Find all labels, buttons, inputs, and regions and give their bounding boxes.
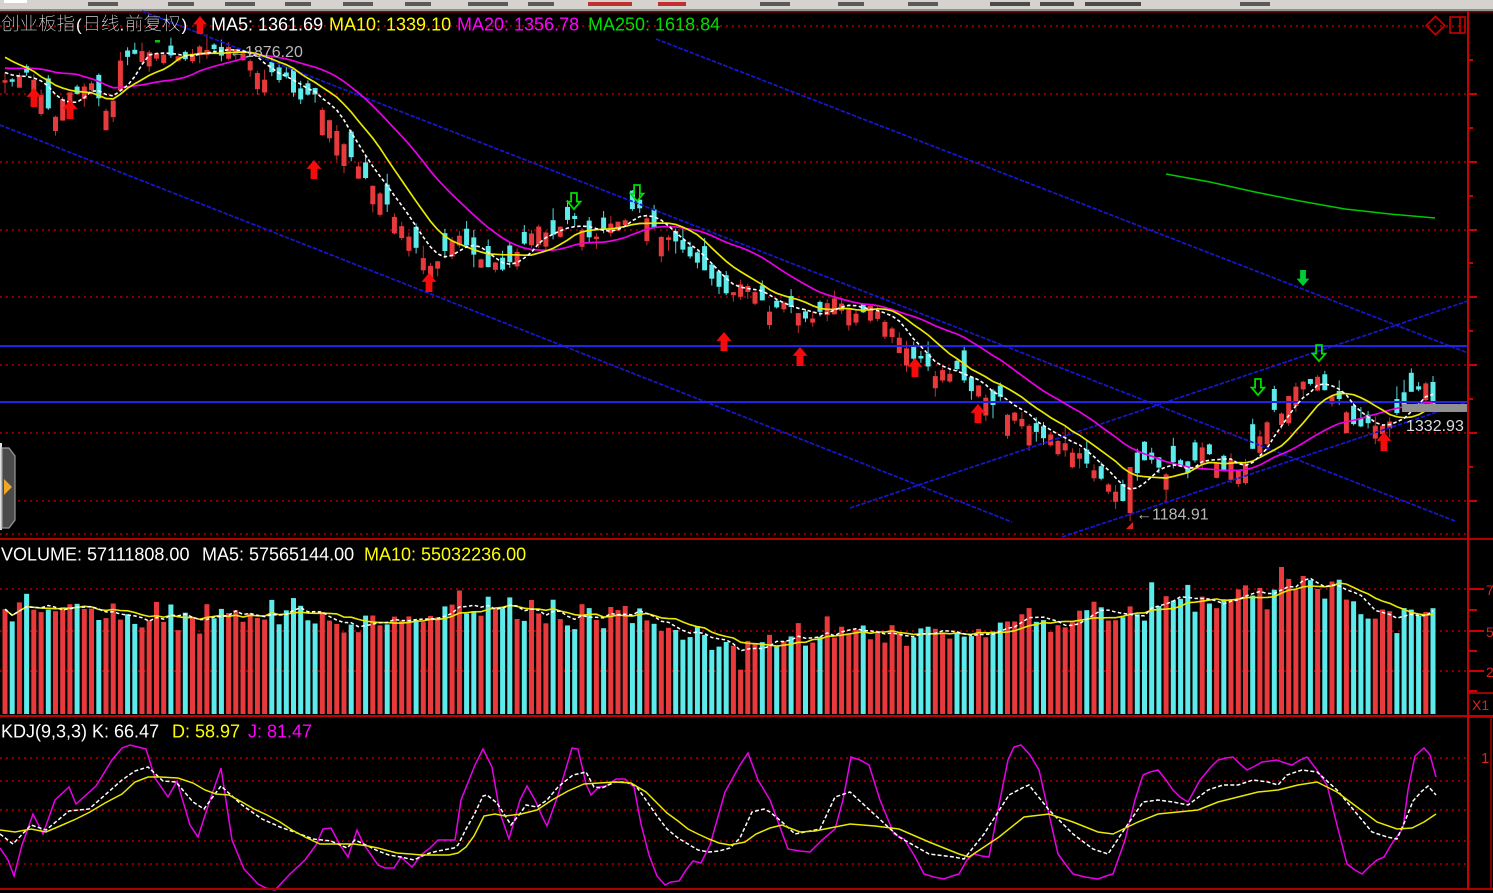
svg-text:5: 5 bbox=[1486, 624, 1493, 640]
svg-text:MA10: 1339.10: MA10: 1339.10 bbox=[329, 15, 451, 35]
svg-text:(: ( bbox=[76, 16, 82, 35]
svg-text:←1184.91: ←1184.91 bbox=[1136, 507, 1209, 524]
svg-text:.: . bbox=[120, 16, 125, 35]
svg-text:D: 58.97: D: 58.97 bbox=[172, 722, 240, 742]
svg-text:1: 1 bbox=[1481, 750, 1489, 767]
svg-text:2: 2 bbox=[1486, 664, 1493, 680]
svg-text:): ) bbox=[182, 16, 188, 35]
svg-text:MA20: 1356.78: MA20: 1356.78 bbox=[457, 15, 579, 35]
svg-text:KDJ(9,3,3) K: 66.47: KDJ(9,3,3) K: 66.47 bbox=[1, 722, 159, 742]
svg-text:MA5: 1361.69: MA5: 1361.69 bbox=[211, 15, 323, 35]
svg-text:MA250: 1618.84: MA250: 1618.84 bbox=[588, 15, 720, 35]
svg-text:1332.93: 1332.93 bbox=[1406, 418, 1464, 435]
svg-text:X1: X1 bbox=[1472, 697, 1489, 713]
svg-text:7: 7 bbox=[1486, 582, 1493, 598]
svg-text:←1876.20: ←1876.20 bbox=[229, 44, 303, 61]
svg-text:J: 81.47: J: 81.47 bbox=[248, 722, 312, 742]
svg-text:MA5: 57565144.00: MA5: 57565144.00 bbox=[202, 545, 354, 565]
svg-text:MA10: 55032236.00: MA10: 55032236.00 bbox=[364, 545, 526, 565]
svg-text:VOLUME: 57111808.00: VOLUME: 57111808.00 bbox=[1, 545, 189, 565]
